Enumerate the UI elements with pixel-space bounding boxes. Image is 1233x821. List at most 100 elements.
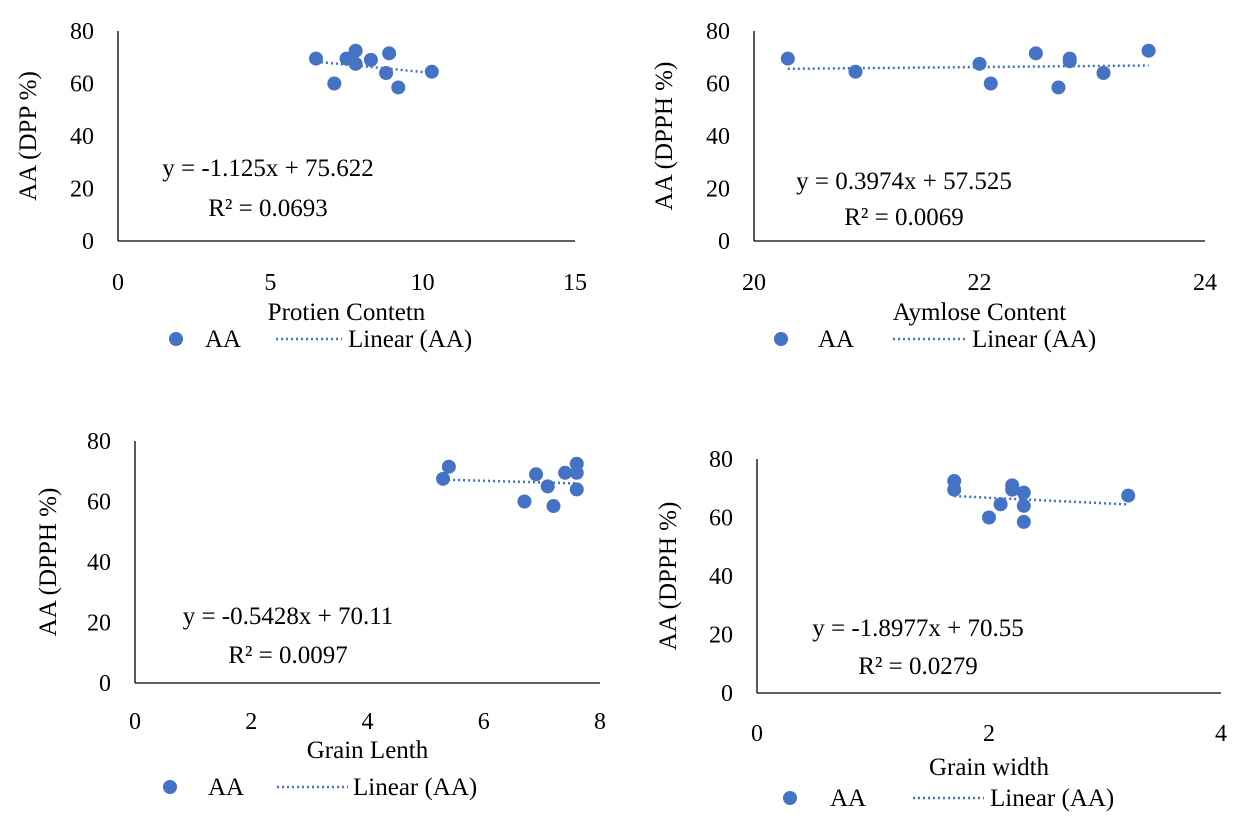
r-squared: R² = 0.0097 [228, 642, 348, 669]
x-tick-label: 6 [478, 709, 490, 735]
x-tick-label: 5 [264, 270, 276, 296]
y-tick-label: 0 [721, 681, 733, 707]
y-tick-label: 80 [70, 19, 94, 45]
trendline [315, 60, 432, 75]
x-tick-label: 4 [1215, 721, 1227, 747]
y-tick-label: 60 [70, 72, 94, 98]
r-squared: R² = 0.0069 [844, 204, 964, 231]
data-point [780, 51, 795, 66]
trendline [954, 494, 1129, 506]
legend-marker-icon [163, 780, 177, 794]
x-tick-label: 24 [1193, 270, 1217, 296]
data-point [1016, 514, 1031, 529]
data-point [947, 482, 962, 497]
y-tick-label: 40 [709, 564, 733, 590]
x-axis-title: Grain Lenth [307, 737, 429, 764]
y-tick-label: 20 [709, 623, 733, 649]
r-squared: R² = 0.0279 [858, 653, 978, 680]
data-point [1005, 482, 1020, 497]
legend-series-label: AA [818, 326, 854, 353]
data-point [309, 51, 324, 66]
data-point [1028, 46, 1043, 61]
y-tick-label: 20 [87, 611, 111, 637]
data-point [569, 465, 584, 480]
data-point [972, 56, 987, 71]
y-axis-title: AA (DPPH %) [35, 488, 62, 637]
x-tick-label: 4 [362, 709, 374, 735]
data-point [348, 56, 363, 71]
y-tick-label: 40 [87, 550, 111, 576]
chart-panel-4: 0 20 40 60 80 0 2 4 Grain width AA (DPPH %) y = -1… [655, 447, 1227, 812]
data-point [436, 471, 451, 486]
data-point [569, 482, 584, 497]
y-tick-label: 60 [87, 490, 111, 516]
legend-trend-label: Linear (AA) [990, 785, 1114, 812]
data-point [348, 43, 363, 58]
legend-series-label: AA [208, 774, 244, 801]
x-tick-label: 8 [594, 709, 606, 735]
legend-series-label: AA [830, 785, 866, 812]
x-axis-title: Aymlose Content [893, 299, 1066, 326]
data-point [1016, 498, 1031, 513]
data-point [546, 499, 561, 514]
x-tick-label: 2 [245, 709, 257, 735]
y-tick-label: 0 [99, 671, 111, 697]
chart-panel-2: 0 20 40 60 80 20 22 24 Aymlose Content AA (DPPH %… [651, 19, 1217, 353]
trend-equation: y = -1.8977x + 70.55 [812, 615, 1024, 642]
trendline [443, 478, 577, 485]
data-point [379, 66, 394, 80]
y-tick-label: 40 [706, 124, 730, 150]
trendline [787, 64, 1149, 71]
data-point [1016, 485, 1031, 500]
data-point [1096, 66, 1111, 80]
x-tick-label: 15 [563, 270, 587, 296]
legend: AA Linear (AA) [783, 785, 1114, 812]
data-point [363, 52, 378, 67]
data-point [848, 64, 863, 79]
y-tick-label: 20 [70, 177, 94, 203]
chart-panel-3: 0 20 40 60 80 0 2 4 6 8 Grain Lenth AA (DPPH %) y = … [35, 429, 606, 801]
data-point [517, 494, 532, 509]
data-point [382, 46, 397, 61]
x-tick-label: 2 [983, 721, 995, 747]
trend-equation: y = -0.5428x + 70.11 [183, 603, 394, 630]
data-point [1121, 488, 1136, 503]
legend-trend-label: Linear (AA) [348, 326, 472, 353]
y-axis-title: AA (DPP %) [15, 71, 42, 201]
x-axis-title: Protien Contetn [268, 299, 426, 326]
x-tick-label: 0 [129, 709, 141, 735]
y-tick-label: 80 [706, 19, 730, 45]
legend-trend-label: Linear (AA) [972, 326, 1096, 353]
y-tick-label: 0 [82, 229, 94, 255]
x-axis-title: Grain width [929, 754, 1050, 781]
data-point [424, 64, 439, 79]
x-tick-label: 0 [112, 270, 124, 296]
x-tick-label: 22 [968, 270, 992, 296]
data-point [983, 76, 998, 91]
y-tick-label: 0 [718, 229, 730, 255]
x-tick-label: 20 [742, 270, 766, 296]
legend-marker-icon [774, 332, 788, 346]
data-point [1062, 54, 1077, 69]
y-axis-title: AA (DPPH %) [655, 502, 682, 651]
legend-trend-label: Linear (AA) [353, 774, 477, 801]
x-tick-label: 10 [411, 270, 435, 296]
chart-panel-1: 0 20 40 60 80 0 5 10 15 Protien Contetn AA (DPP %)… [15, 19, 587, 353]
legend-series-label: AA [205, 326, 241, 353]
data-point [327, 76, 342, 91]
y-tick-label: 80 [87, 429, 111, 455]
legend-marker-icon [783, 791, 797, 805]
y-tick-label: 60 [709, 506, 733, 532]
y-axis-title: AA (DPPH %) [651, 62, 678, 211]
data-point [993, 497, 1008, 512]
trend-equation: y = -1.125x + 75.622 [162, 155, 374, 182]
y-tick-label: 60 [706, 72, 730, 98]
trend-equation: y = 0.3974x + 57.525 [796, 168, 1012, 195]
y-tick-label: 20 [706, 177, 730, 203]
data-point [391, 80, 406, 95]
x-tick-label: 0 [751, 721, 763, 747]
data-point [441, 459, 456, 474]
y-tick-label: 40 [70, 124, 94, 150]
data-point [1051, 80, 1066, 95]
